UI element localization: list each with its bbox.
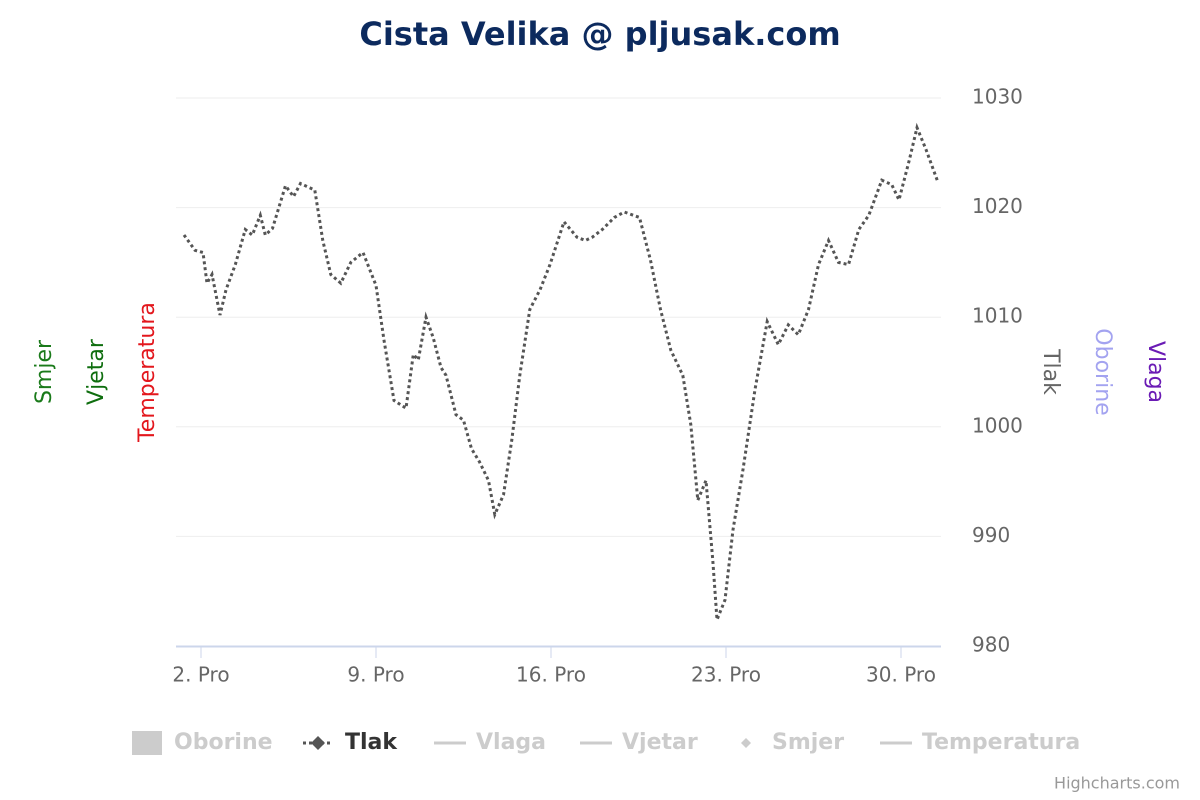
x-tick-label: 2. Pro [172,663,229,687]
legend-label[interactable]: Vlaga [476,730,546,755]
legend-label[interactable]: Smjer [772,730,844,755]
y-tick-label: 1010 [972,304,1023,328]
y-tick-label: 980 [972,633,1010,657]
y-tick-label: 1020 [972,194,1023,218]
x-tick-label: 30. Pro [866,663,936,687]
axis-title: Oborine [1090,328,1115,415]
axis-title: Vjetar [84,338,109,405]
legend-symbol [741,738,751,748]
y-tick-label: 1000 [972,413,1023,437]
legend-label[interactable]: Oborine [174,730,273,755]
y-tick-label: 1030 [972,85,1023,109]
axis-title: Smjer [32,339,57,404]
chart-title: Cista Velika @ pljusak.com [359,15,840,53]
axis-title: Vlaga [1143,341,1168,403]
y-tick-label: 990 [972,523,1010,547]
x-tick-label: 9. Pro [347,663,404,687]
x-tick-label: 16. Pro [516,663,586,687]
legend-symbol [132,731,162,755]
x-tick-label: 23. Pro [691,663,761,687]
credits[interactable]: Highcharts.com [1054,774,1180,793]
legend-label[interactable]: Vjetar [622,730,698,755]
legend-label[interactable]: Temperatura [922,730,1080,755]
legend-label[interactable]: Tlak [345,730,398,755]
axis-title: Temperatura [135,302,160,443]
axis-title: Tlak [1038,348,1063,395]
pressure-line [182,122,939,621]
legend-symbol [311,736,325,750]
